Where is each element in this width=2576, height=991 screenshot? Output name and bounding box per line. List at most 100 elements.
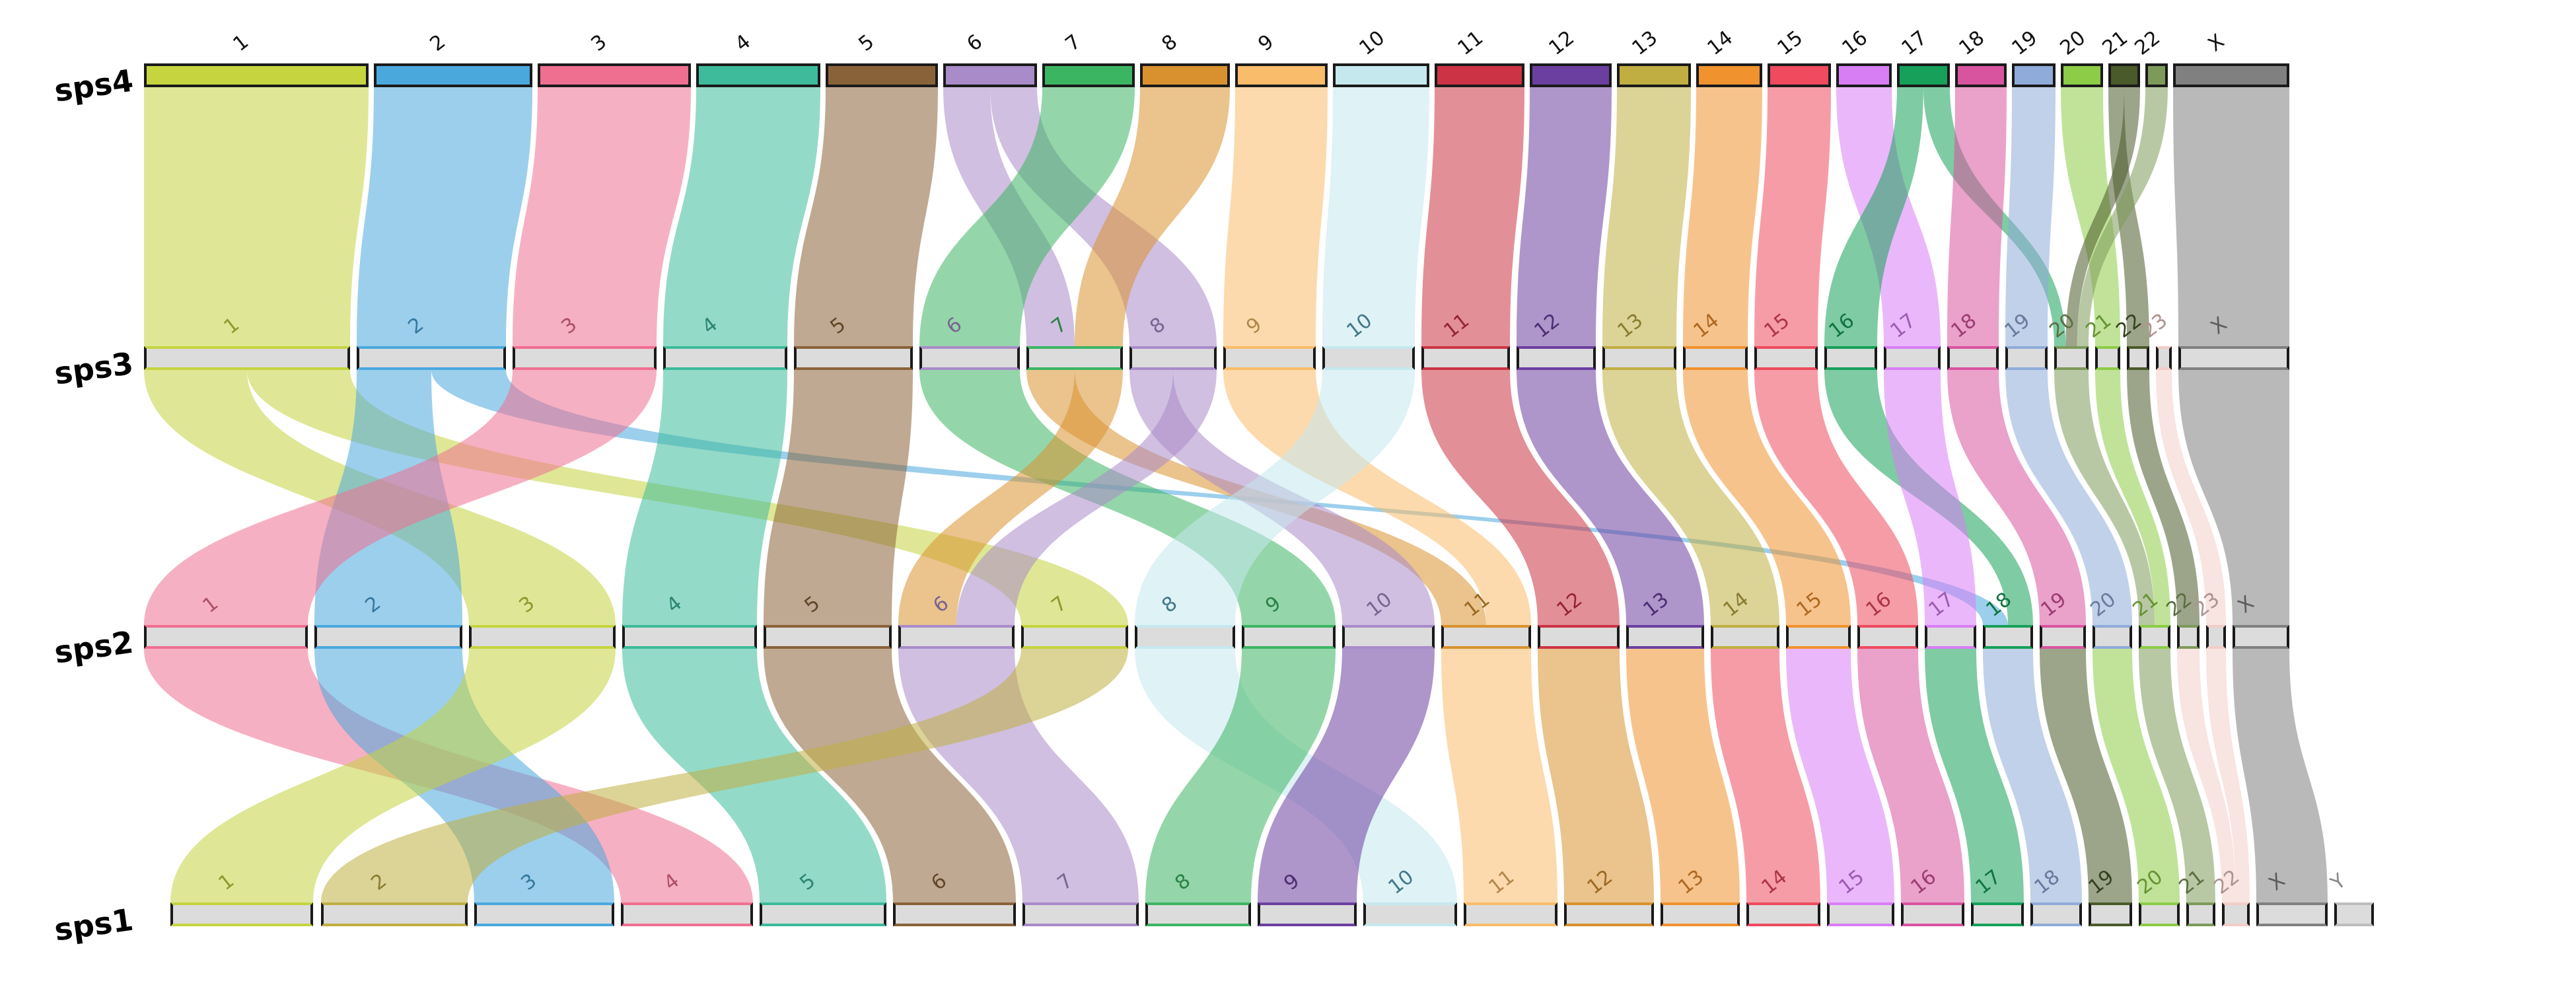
- chromosome-box-sps4-12[interactable]: [1530, 63, 1612, 87]
- chromosome-box-sps3-15[interactable]: [1754, 346, 1818, 370]
- chromosome-box-sps1-14[interactable]: [1746, 902, 1820, 926]
- chromosome-box-sps2-1[interactable]: [144, 625, 308, 649]
- chromosome-box-sps4-5[interactable]: [826, 63, 938, 87]
- chromosome-box-sps1-1[interactable]: [170, 902, 313, 926]
- chromosome-box-sps2-12[interactable]: [1538, 625, 1620, 649]
- chromosome-box-sps1-9[interactable]: [1258, 902, 1357, 926]
- chromosome-box-sps4-9[interactable]: [1235, 63, 1328, 87]
- chromosome-box-sps1-11[interactable]: [1464, 902, 1557, 926]
- chromosome-box-sps4-17[interactable]: [1897, 63, 1950, 87]
- chromosome-box-sps3-20[interactable]: [2054, 346, 2089, 370]
- chromosome-box-sps2-20[interactable]: [2093, 625, 2132, 649]
- chromosome-box-sps3-3[interactable]: [513, 346, 657, 370]
- chromosome-box-sps4-11[interactable]: [1435, 63, 1524, 87]
- chromosome-box-sps1-12[interactable]: [1564, 902, 1654, 926]
- chromosome-box-sps2-7[interactable]: [1021, 625, 1128, 649]
- chromosome-box-sps4-2[interactable]: [374, 63, 532, 87]
- chromosome-box-sps2-15[interactable]: [1786, 625, 1851, 649]
- chromosome-box-sps4-6[interactable]: [943, 63, 1037, 87]
- chromosome-box-sps1-17[interactable]: [1971, 902, 2024, 926]
- chromosome-box-sps2-11[interactable]: [1441, 625, 1531, 649]
- chromosome-box-sps2-3[interactable]: [469, 625, 616, 649]
- synteny-ribbon: [2065, 87, 2140, 346]
- chromosome-box-sps1-15[interactable]: [1827, 902, 1894, 926]
- chromosome-box-sps3-7[interactable]: [1026, 346, 1123, 370]
- chromosome-box-sps1-22[interactable]: [2222, 902, 2250, 926]
- chromosome-box-sps3-X[interactable]: [2178, 346, 2289, 370]
- chromosome-box-sps4-19[interactable]: [2012, 63, 2056, 87]
- chromosome-box-sps2-14[interactable]: [1711, 625, 1779, 649]
- chromosome-box-sps2-4[interactable]: [622, 625, 757, 649]
- chromosome-box-sps2-21[interactable]: [2139, 625, 2170, 649]
- chromosome-box-sps3-11[interactable]: [1421, 346, 1510, 370]
- chromosome-box-sps4-21[interactable]: [2108, 63, 2140, 87]
- chromosome-box-sps1-4[interactable]: [621, 902, 753, 926]
- chromosome-box-sps3-16[interactable]: [1824, 346, 1877, 370]
- chromosome-box-sps4-16[interactable]: [1836, 63, 1892, 87]
- chromosome-box-sps3-9[interactable]: [1223, 346, 1316, 370]
- chromosome-box-sps4-22[interactable]: [2145, 63, 2168, 87]
- chromosome-box-sps2-8[interactable]: [1135, 625, 1235, 649]
- chromosome-box-sps1-18[interactable]: [2030, 902, 2082, 926]
- chromosome-box-sps4-14[interactable]: [1696, 63, 1762, 87]
- chromosome-box-sps2-5[interactable]: [764, 625, 892, 649]
- chromosome-box-sps2-22[interactable]: [2177, 625, 2200, 649]
- chromosome-box-sps1-19[interactable]: [2089, 902, 2132, 926]
- chromosome-box-sps3-19[interactable]: [2005, 346, 2048, 370]
- chromosome-box-sps1-7[interactable]: [1022, 902, 1139, 926]
- chromosome-box-sps3-23[interactable]: [2156, 346, 2172, 370]
- chromosome-box-sps4-18[interactable]: [1955, 63, 2007, 87]
- chromosome-box-sps4-7[interactable]: [1042, 63, 1135, 87]
- chromosome-box-sps2-23[interactable]: [2206, 625, 2226, 649]
- chromosome-box-sps3-10[interactable]: [1322, 346, 1415, 370]
- chromosome-box-sps2-X[interactable]: [2233, 625, 2289, 649]
- chromosome-box-sps1-21[interactable]: [2186, 902, 2215, 926]
- chromosome-box-sps1-10[interactable]: [1363, 902, 1457, 926]
- chromosome-box-sps1-3[interactable]: [474, 902, 614, 926]
- chromosome-box-sps4-10[interactable]: [1333, 63, 1429, 87]
- chromosome-box-sps3-17[interactable]: [1884, 346, 1941, 370]
- chromosome-box-sps3-1[interactable]: [144, 346, 350, 370]
- chromosome-box-sps2-18[interactable]: [1983, 625, 2033, 649]
- chromosome-box-sps4-13[interactable]: [1617, 63, 1691, 87]
- chromosome-box-sps3-2[interactable]: [357, 346, 506, 370]
- chromosome-box-sps1-6[interactable]: [893, 902, 1016, 926]
- chromosome-box-sps4-1[interactable]: [144, 63, 369, 87]
- chromosome-box-sps2-17[interactable]: [1925, 625, 1976, 649]
- synteny-ribbon: [513, 87, 691, 346]
- chromosome-box-sps3-18[interactable]: [1947, 346, 1999, 370]
- chromosome-box-sps1-Y[interactable]: [2334, 902, 2374, 926]
- synteny-ribbon: [144, 370, 657, 625]
- chromosome-box-sps3-4[interactable]: [663, 346, 787, 370]
- chromosome-box-sps1-8[interactable]: [1145, 902, 1251, 926]
- chromosome-box-sps4-3[interactable]: [538, 63, 691, 87]
- chromosome-box-sps2-13[interactable]: [1626, 625, 1704, 649]
- chromosome-box-sps3-12[interactable]: [1517, 346, 1596, 370]
- chromosome-box-sps4-8[interactable]: [1140, 63, 1230, 87]
- chromosome-box-sps2-2[interactable]: [314, 625, 462, 649]
- chromosome-box-sps1-13[interactable]: [1661, 902, 1740, 926]
- chromosome-box-sps3-13[interactable]: [1602, 346, 1676, 370]
- chromosome-box-sps3-22[interactable]: [2127, 346, 2149, 370]
- chromosome-box-sps1-16[interactable]: [1901, 902, 1964, 926]
- chromosome-box-sps2-16[interactable]: [1857, 625, 1918, 649]
- chromosome-box-sps1-X[interactable]: [2256, 902, 2328, 926]
- chromosome-box-sps2-9[interactable]: [1242, 625, 1336, 649]
- chromosome-box-sps2-6[interactable]: [898, 625, 1015, 649]
- chromosome-box-sps4-4[interactable]: [696, 63, 820, 87]
- chromosome-box-sps3-6[interactable]: [919, 346, 1020, 370]
- chromosome-box-sps1-2[interactable]: [321, 902, 468, 926]
- chromosome-box-sps4-20[interactable]: [2061, 63, 2103, 87]
- chromosome-box-sps3-21[interactable]: [2095, 346, 2120, 370]
- chromosome-box-sps1-20[interactable]: [2139, 902, 2180, 926]
- chromosome-box-sps3-5[interactable]: [794, 346, 913, 370]
- chromosome-box-sps3-14[interactable]: [1683, 346, 1748, 370]
- chromosome-box-sps3-8[interactable]: [1129, 346, 1217, 370]
- chromosome-box-sps4-15[interactable]: [1768, 63, 1831, 87]
- synteny-ribbon: [764, 370, 913, 625]
- chromosome-box-sps4-X[interactable]: [2173, 63, 2289, 87]
- chromosome-box-sps1-5[interactable]: [760, 902, 886, 926]
- chromosome-box-sps2-19[interactable]: [2040, 625, 2086, 649]
- chromosome-box-sps2-10[interactable]: [1342, 625, 1435, 649]
